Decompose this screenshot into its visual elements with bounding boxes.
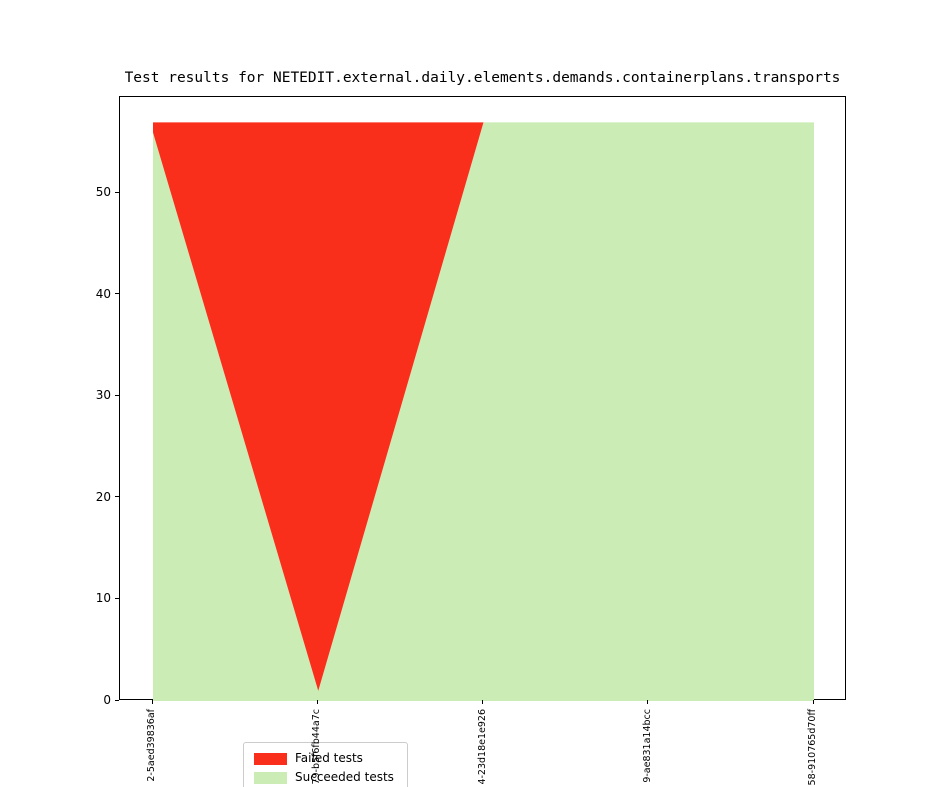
x-tick-mark [812, 700, 814, 704]
stacked-area-canvas [153, 122, 814, 701]
y-tick-mark [115, 496, 119, 498]
y-tick-label: 40 [95, 286, 111, 301]
y-tick-mark [115, 394, 119, 396]
legend-item-succeeded: Succeeded tests [254, 770, 397, 785]
y-tick-label: 20 [95, 489, 111, 504]
y-tick-label: 50 [95, 185, 111, 200]
y-tick-mark [115, 699, 119, 701]
x-tick-label: 4-23d18e1e926 [476, 709, 488, 785]
failed-tests-swatch [254, 752, 287, 765]
y-tick-mark [115, 293, 119, 295]
legend-item-failed: Failed tests [254, 751, 397, 766]
x-tick-mark [647, 700, 649, 704]
x-tick-mark [151, 700, 153, 704]
area-failed-tests [153, 122, 814, 691]
x-tick-mark [316, 700, 318, 704]
x-tick-label: 79-b5f6fb44a7c [311, 709, 323, 785]
y-tick-mark [115, 597, 119, 599]
y-tick-label: 30 [95, 388, 111, 403]
plot-area: Failed tests Succeeded tests [119, 96, 846, 787]
x-tick-mark [482, 700, 483, 704]
x-tick-label: 2-5aed39836af [146, 709, 157, 782]
y-tick-mark [115, 191, 119, 193]
y-tick-label: 10 [95, 591, 111, 606]
legend-label-succeeded: Succeeded tests [295, 770, 394, 784]
legend-label-failed: Failed tests [295, 751, 363, 765]
x-tick-label: 58-910765d70ff [807, 709, 818, 786]
y-tick-label: 0 [103, 693, 111, 707]
area-succeeded-tests [153, 122, 814, 701]
x-tick-label: 9-ae831a14bcc [641, 709, 653, 783]
succeeded-tests-swatch [254, 771, 287, 784]
chart-title: Test results for NETEDIT.external.daily.… [124, 70, 841, 86]
chart-legend: Failed tests Succeeded tests [243, 742, 408, 787]
